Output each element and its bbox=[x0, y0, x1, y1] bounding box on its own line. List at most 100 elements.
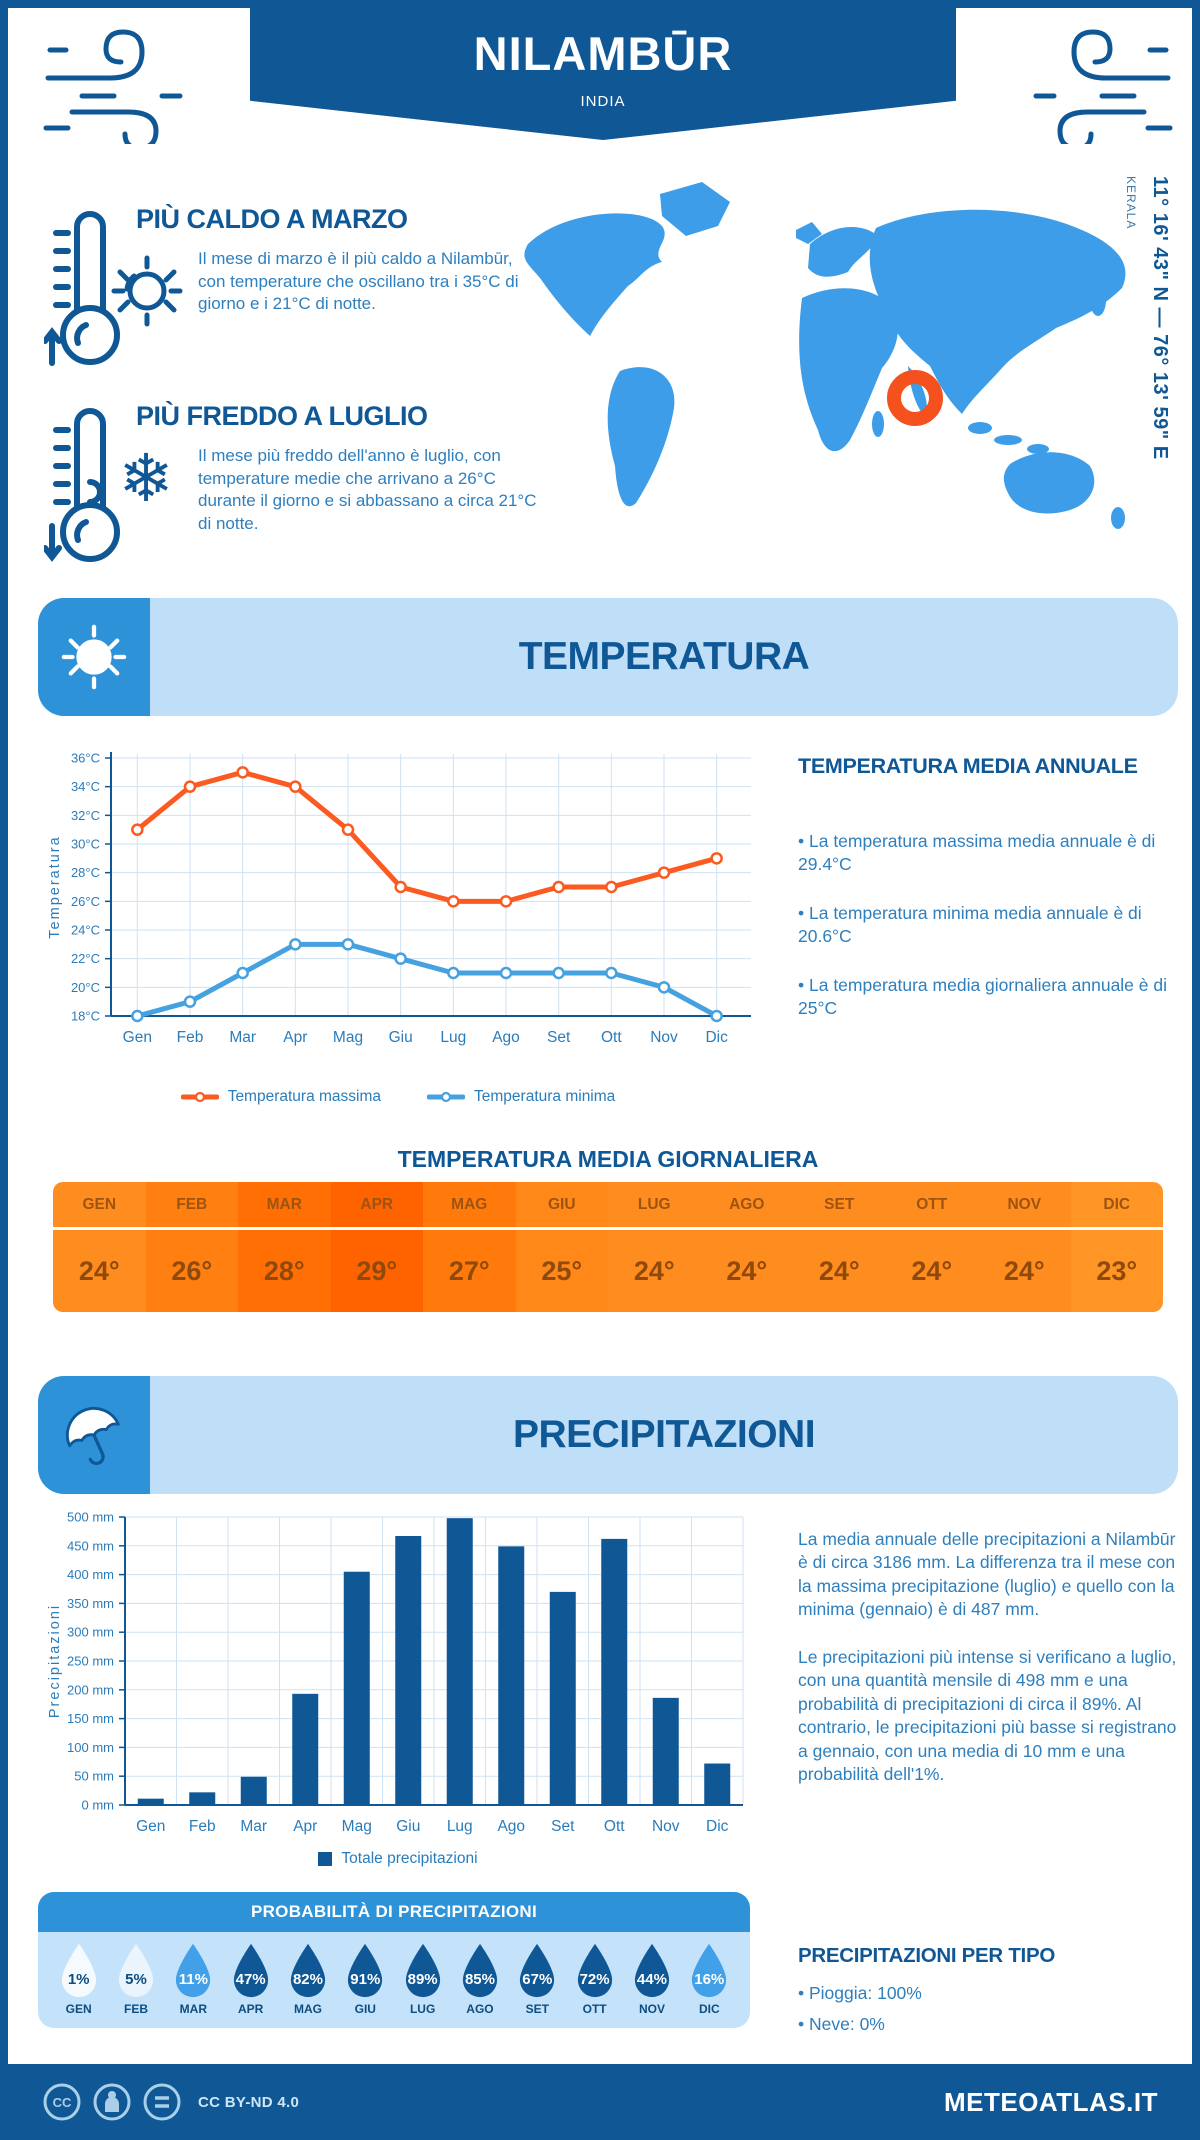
temperature-chart: 18°C 20°C 22°C 24°C 26°C 28°C 30°C 32°C 34°C 36°C… bbox=[47, 751, 751, 1046]
svg-text:32°C: 32°C bbox=[71, 808, 100, 823]
table-month-cell: GEN bbox=[53, 1182, 146, 1230]
header-banner: NILAMBŪR INDIA bbox=[250, 8, 956, 140]
svg-text:200 mm: 200 mm bbox=[67, 1682, 114, 1697]
svg-text:Feb: Feb bbox=[177, 1029, 204, 1046]
svg-text:Dic: Dic bbox=[705, 1029, 728, 1046]
annual-temperature-title: TEMPERATURA MEDIA ANNUALE bbox=[798, 754, 1138, 778]
annual-bullet: • La temperatura media giornaliera annua… bbox=[798, 975, 1167, 1019]
sun-icon bbox=[111, 255, 183, 327]
svg-text:Mag: Mag bbox=[333, 1029, 363, 1046]
table-value-cell: 24° bbox=[793, 1230, 886, 1312]
precipitation-section-banner: PRECIPITAZIONI bbox=[38, 1376, 1178, 1494]
map-coordinates-label: 11° 16' 43" N — 76° 13' 59" E bbox=[1149, 176, 1171, 460]
wind-icon bbox=[43, 29, 183, 144]
svg-text:Nov: Nov bbox=[650, 1029, 678, 1046]
svg-text:Apr: Apr bbox=[283, 1029, 307, 1046]
probability-value: 91% bbox=[350, 1971, 381, 1988]
droplet-icon bbox=[176, 1943, 211, 1998]
temperature-section-banner: TEMPERATURA bbox=[38, 598, 1178, 716]
svg-text:Giu: Giu bbox=[396, 1818, 420, 1835]
table-month-cell: DIC bbox=[1070, 1182, 1163, 1230]
probability-month: FEB bbox=[123, 2002, 148, 2016]
svg-text:Set: Set bbox=[547, 1029, 571, 1046]
legend-square-marker bbox=[318, 1852, 333, 1866]
thermometer-cold-icon bbox=[44, 408, 120, 562]
legend-item: Totale precipitazioni bbox=[318, 1850, 478, 1868]
droplet-icon bbox=[348, 1943, 383, 1998]
temperature-chart-legend: Temperatura massima Temperatura minima bbox=[43, 1088, 753, 1106]
svg-text:0 mm: 0 mm bbox=[82, 1798, 115, 1813]
svg-text:Mag: Mag bbox=[342, 1818, 372, 1835]
legend-line-marker bbox=[427, 1091, 466, 1103]
svg-text:Ott: Ott bbox=[601, 1029, 622, 1046]
svg-text:30°C: 30°C bbox=[71, 837, 100, 852]
svg-text:36°C: 36°C bbox=[71, 751, 100, 766]
svg-text:Apr: Apr bbox=[293, 1818, 317, 1835]
table-month-cell: MAG bbox=[423, 1182, 516, 1230]
type-bullet: • Neve: 0% bbox=[798, 2013, 885, 2034]
table-month-cell: MAR bbox=[238, 1182, 331, 1230]
annual-bullet: • La temperatura minima media annuale è … bbox=[798, 903, 1142, 947]
svg-text:18°C: 18°C bbox=[71, 1009, 100, 1024]
umbrella-icon bbox=[66, 1407, 120, 1466]
snowflake-icon: ❄ bbox=[118, 441, 174, 515]
umbrella-badge bbox=[38, 1376, 150, 1494]
probability-month: AGO bbox=[466, 2002, 494, 2016]
probability-month: LUG bbox=[409, 2002, 436, 2016]
svg-text:100 mm: 100 mm bbox=[67, 1740, 114, 1755]
droplet-icon bbox=[290, 1943, 326, 1998]
probability-drop: 11% MAR bbox=[165, 1942, 222, 2016]
cold-title: PIÙ FREDDO A LUGLIO bbox=[136, 401, 428, 431]
table-month-cell: SET bbox=[793, 1182, 886, 1230]
page-subtitle: INDIA bbox=[580, 93, 626, 110]
svg-text:Mar: Mar bbox=[240, 1818, 267, 1835]
legend-item: Temperatura minima bbox=[427, 1088, 615, 1106]
probability-month: MAG bbox=[293, 2002, 322, 2016]
probability-drop: 72% OTT bbox=[566, 1942, 623, 2016]
precipitation-chart-legend: Totale precipitazioni bbox=[43, 1850, 753, 1868]
precipitation-paragraph: Le precipitazioni più intense si verific… bbox=[798, 1646, 1177, 1784]
world-map bbox=[524, 182, 1126, 529]
droplet-icon bbox=[692, 1943, 727, 1998]
svg-text:Precipitazioni: Precipitazioni bbox=[47, 1604, 63, 1718]
droplet-icon bbox=[233, 1943, 268, 1998]
svg-text:Feb: Feb bbox=[189, 1818, 216, 1835]
svg-text:Gen: Gen bbox=[123, 1029, 152, 1046]
svg-text:Dic: Dic bbox=[706, 1818, 729, 1835]
table-month-cell: FEB bbox=[145, 1182, 238, 1230]
svg-text:500 mm: 500 mm bbox=[67, 1510, 114, 1525]
droplet-icon bbox=[577, 1943, 612, 1998]
precipitation-probability-drops: 1% GEN 5% FEB 11% MAR 47% APR 82% MAG 91… bbox=[38, 1932, 750, 2028]
table-month-cell: OTT bbox=[885, 1182, 978, 1230]
probability-month: SET bbox=[525, 2002, 549, 2016]
cc-nd-icon bbox=[143, 2083, 181, 2121]
thermometer-hot-icon bbox=[44, 211, 120, 366]
site-label: METEOATLAS.IT bbox=[943, 2086, 1158, 2117]
annual-bullet: • La temperatura massima media annuale è… bbox=[798, 831, 1156, 875]
table-value-cell: 27° bbox=[423, 1230, 516, 1312]
svg-text:Lug: Lug bbox=[440, 1029, 466, 1046]
probability-value: 72% bbox=[579, 1971, 610, 1988]
precipitation-paragraph: La media annuale delle precipitazioni a … bbox=[798, 1529, 1176, 1620]
table-value-cell: 26° bbox=[145, 1230, 238, 1312]
probability-drop: 44% NOV bbox=[623, 1942, 680, 2016]
probability-drop: 1% GEN bbox=[50, 1942, 107, 2016]
probability-drop: 16% DIC bbox=[681, 1942, 738, 2016]
precipitation-types-bullets: • Pioggia: 100% • Neve: 0% bbox=[798, 1978, 922, 2039]
page-title: NILAMBŪR bbox=[473, 27, 733, 80]
type-bullet: • Pioggia: 100% bbox=[798, 1983, 922, 2003]
table-value-cell: 24° bbox=[885, 1230, 978, 1312]
probability-month: MAR bbox=[179, 2002, 207, 2016]
probability-value: 5% bbox=[125, 1971, 147, 1988]
droplet-icon bbox=[405, 1943, 440, 1998]
table-value-cell: 24° bbox=[978, 1230, 1071, 1312]
precipitation-chart: 0 mm 50 mm 100 mm 150 mm 200 mm 250 mm 300 mm 3… bbox=[47, 1510, 744, 1835]
table-month-cell: APR bbox=[330, 1182, 423, 1230]
svg-text:Set: Set bbox=[551, 1818, 575, 1835]
sun-white-icon bbox=[61, 624, 127, 690]
probability-drop: 89% LUG bbox=[394, 1942, 451, 2016]
svg-text:26°C: 26°C bbox=[71, 894, 100, 909]
probability-month: GIU bbox=[354, 2002, 376, 2016]
probability-month: APR bbox=[237, 2002, 264, 2016]
